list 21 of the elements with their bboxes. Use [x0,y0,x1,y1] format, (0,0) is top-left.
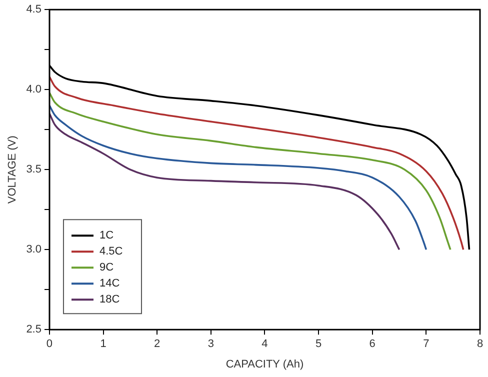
x-tick-label: 4 [262,338,268,350]
x-tick-label: 6 [369,338,376,350]
y-tick-label: 4.0 [26,84,42,96]
x-axis-title: CAPACITY (Ah) [226,358,304,370]
y-tick-label: 2.5 [26,324,42,336]
x-tick-label: 0 [46,338,53,350]
x-tick-label: 7 [423,338,430,350]
y-tick-label: 3.5 [26,164,42,176]
legend-label: 1C [99,230,114,242]
legend-label: 9C [99,262,114,274]
x-tick-label: 3 [208,338,214,350]
x-tick-label: 1 [100,338,106,350]
x-tick-label: 8 [476,338,484,350]
x-tick-label: 2 [154,338,160,350]
y-axis-title: VOLTAGE (V) [6,136,19,204]
legend-label: 18C [99,294,120,306]
y-tick-label: 3.0 [26,244,42,256]
legend-label: 4.5C [99,246,123,258]
x-tick-label: 5 [315,338,322,350]
y-tick-label: 4.5 [26,4,42,16]
legend-label: 14C [99,278,120,290]
